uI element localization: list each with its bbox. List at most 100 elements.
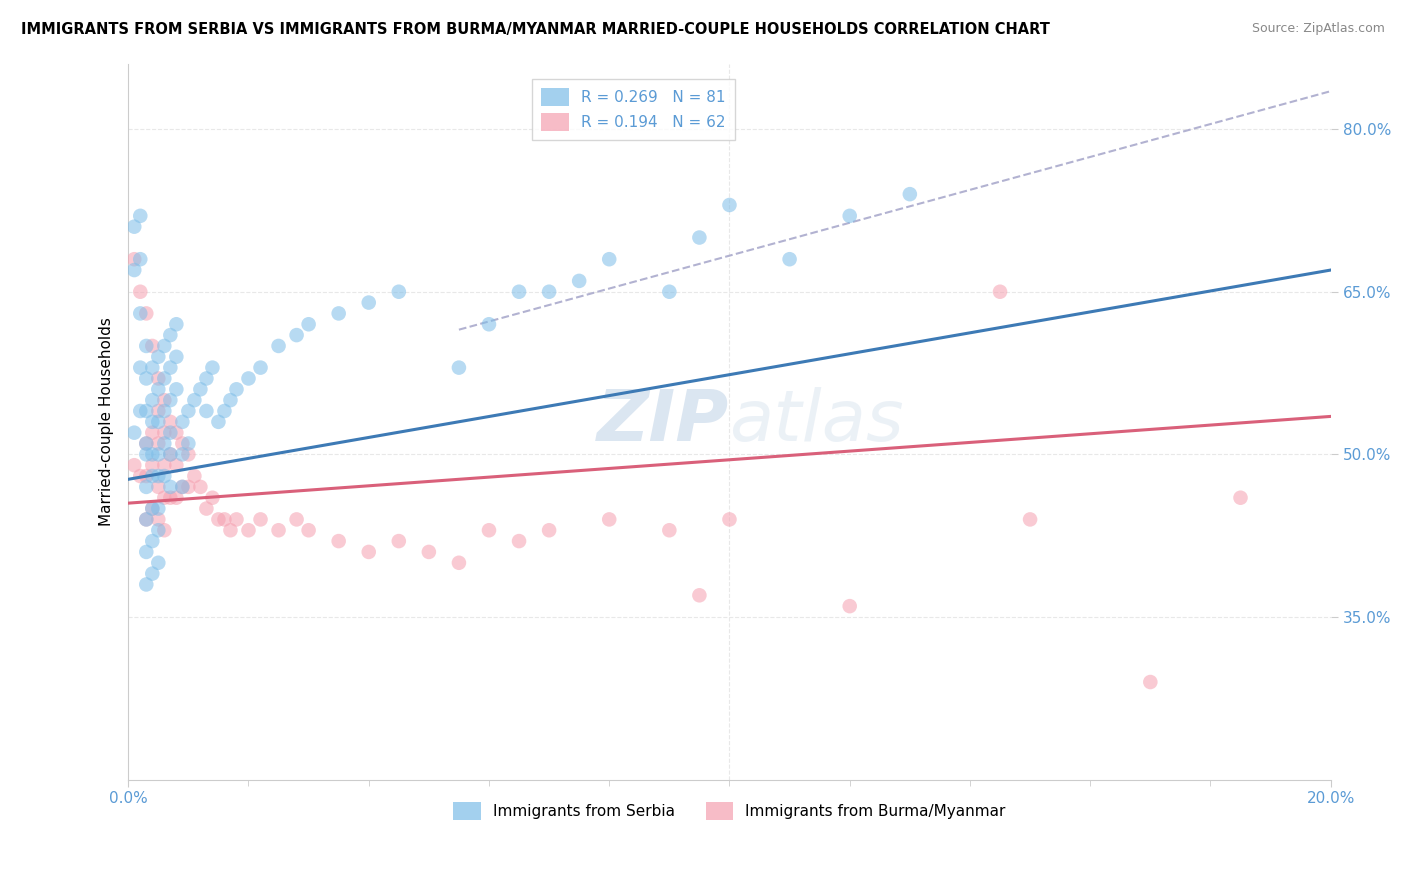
Text: Source: ZipAtlas.com: Source: ZipAtlas.com [1251,22,1385,36]
Point [478,523,501,537]
Point [201,360,224,375]
Point [172,480,194,494]
Point [159,425,181,440]
Point [135,577,157,591]
Point [159,328,181,343]
Point [153,458,176,473]
Point [447,360,470,375]
Point [249,512,271,526]
Point [135,339,157,353]
Point [238,371,260,385]
Point [148,523,170,537]
Point [177,447,200,461]
Point [148,436,170,450]
Point [177,404,200,418]
Point [122,252,145,267]
Point [508,534,530,549]
Point [129,360,152,375]
Point [478,318,501,332]
Point [129,404,152,418]
Point [177,436,200,450]
Point [141,425,163,440]
Point [165,318,187,332]
Point [172,480,194,494]
Point [129,306,152,320]
Point [328,534,350,549]
Point [141,339,163,353]
Point [195,371,218,385]
Point [153,523,176,537]
Point [148,480,170,494]
Point [153,393,176,408]
Point [135,469,157,483]
Point [141,393,163,408]
Point [1139,675,1161,690]
Point [225,512,247,526]
Point [177,480,200,494]
Point [447,556,470,570]
Point [135,447,157,461]
Point [172,436,194,450]
Point [688,588,710,602]
Point [159,447,181,461]
Point [328,306,350,320]
Point [297,318,319,332]
Point [165,491,187,505]
Point [165,425,187,440]
Point [122,219,145,234]
Point [159,491,181,505]
Point [148,556,170,570]
Point [148,447,170,461]
Point [388,285,411,299]
Text: IMMIGRANTS FROM SERBIA VS IMMIGRANTS FROM BURMA/MYANMAR MARRIED-COUPLE HOUSEHOLD: IMMIGRANTS FROM SERBIA VS IMMIGRANTS FRO… [21,22,1050,37]
Point [249,360,271,375]
Point [159,480,181,494]
Point [135,512,157,526]
Point [172,447,194,461]
Point [225,382,247,396]
Point [538,285,561,299]
Point [688,230,710,244]
Point [267,339,290,353]
Point [135,404,157,418]
Point [214,404,236,418]
Point [172,415,194,429]
Point [201,491,224,505]
Point [165,382,187,396]
Point [297,523,319,537]
Point [898,187,921,202]
Point [718,512,741,526]
Point [190,382,212,396]
Point [135,545,157,559]
Point [129,209,152,223]
Point [135,436,157,450]
Point [658,285,681,299]
Point [129,252,152,267]
Point [148,382,170,396]
Point [267,523,290,537]
Point [418,545,440,559]
Text: ZIP: ZIP [598,387,730,457]
Point [598,512,620,526]
Point [598,252,620,267]
Point [190,480,212,494]
Point [148,512,170,526]
Point [141,501,163,516]
Point [159,393,181,408]
Point [141,458,163,473]
Point [153,469,176,483]
Y-axis label: Married-couple Households: Married-couple Households [100,318,114,526]
Point [129,469,152,483]
Point [141,534,163,549]
Point [159,360,181,375]
Point [148,371,170,385]
Point [122,458,145,473]
Point [838,209,860,223]
Point [838,599,860,614]
Point [238,523,260,537]
Point [148,350,170,364]
Point [183,469,205,483]
Point [153,371,176,385]
Point [141,360,163,375]
Point [153,339,176,353]
